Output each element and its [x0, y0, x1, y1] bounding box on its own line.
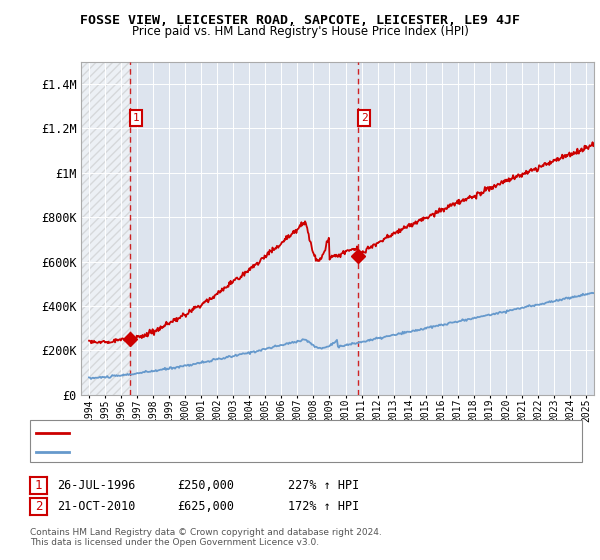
Text: 2: 2	[361, 113, 367, 123]
Text: FOSSE VIEW, LEICESTER ROAD, SAPCOTE, LEICESTER, LE9 4JF: FOSSE VIEW, LEICESTER ROAD, SAPCOTE, LEI…	[80, 14, 520, 27]
Text: This data is licensed under the Open Government Licence v3.0.: This data is licensed under the Open Gov…	[30, 538, 319, 547]
Text: 1: 1	[35, 479, 42, 492]
Text: Contains HM Land Registry data © Crown copyright and database right 2024.: Contains HM Land Registry data © Crown c…	[30, 528, 382, 536]
Text: 2: 2	[35, 500, 42, 514]
Bar	[81, 62, 130, 395]
Text: Price paid vs. HM Land Registry's House Price Index (HPI): Price paid vs. HM Land Registry's House …	[131, 25, 469, 38]
Text: FOSSE VIEW, LEICESTER ROAD, SAPCOTE, LEICESTER, LE9 4JF (detached house): FOSSE VIEW, LEICESTER ROAD, SAPCOTE, LEI…	[75, 428, 507, 438]
Text: 21-OCT-2010: 21-OCT-2010	[57, 500, 136, 514]
Text: 26-JUL-1996: 26-JUL-1996	[57, 479, 136, 492]
Text: 1: 1	[133, 113, 139, 123]
Text: 227% ↑ HPI: 227% ↑ HPI	[288, 479, 359, 492]
Text: £250,000: £250,000	[177, 479, 234, 492]
Text: 172% ↑ HPI: 172% ↑ HPI	[288, 500, 359, 514]
Text: £625,000: £625,000	[177, 500, 234, 514]
Text: HPI: Average price, detached house, Blaby: HPI: Average price, detached house, Blab…	[75, 446, 321, 456]
